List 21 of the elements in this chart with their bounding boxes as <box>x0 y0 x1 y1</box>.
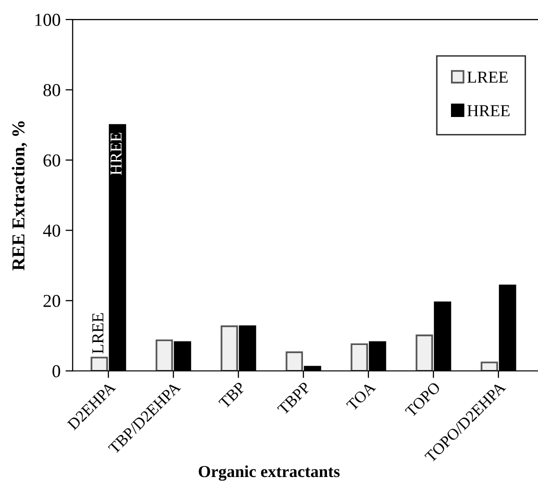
bar <box>480 362 498 371</box>
annotation: LREE <box>92 313 104 354</box>
bar <box>156 339 173 371</box>
y-tick-label: 100 <box>35 14 60 26</box>
x-tick-label: TOA <box>346 381 376 412</box>
y-tick-label: 80 <box>43 84 60 96</box>
y-tick-label: 20 <box>44 294 60 308</box>
y-tick-label: 0 <box>52 365 60 378</box>
bar <box>90 356 108 371</box>
bar <box>286 351 303 371</box>
legend-label: HREE <box>467 105 510 116</box>
bar <box>350 343 368 371</box>
y-tick-label: 40 <box>43 224 60 237</box>
legend-label: LREE <box>467 72 508 83</box>
y-axis-title: REE Extraction, % <box>12 121 28 270</box>
y-tick-label: 60 <box>44 154 60 167</box>
x-axis-title: Organic extractants <box>198 465 340 481</box>
bar <box>416 334 433 371</box>
x-tick-label: TBP <box>218 381 246 409</box>
annotation: HREE <box>110 132 122 175</box>
bar <box>220 325 238 371</box>
